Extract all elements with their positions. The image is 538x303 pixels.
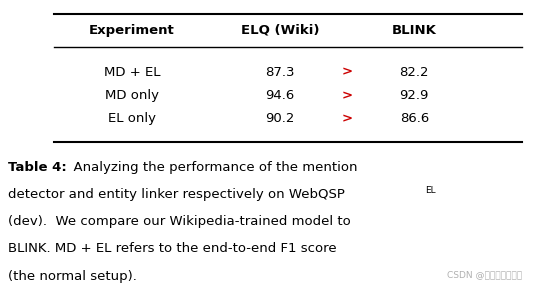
Text: EL only: EL only xyxy=(108,112,156,125)
Text: MD only: MD only xyxy=(105,89,159,102)
Text: BLINK: BLINK xyxy=(392,24,437,37)
Text: 94.6: 94.6 xyxy=(265,89,294,102)
Text: detector and entity linker respectively on WebQSP: detector and entity linker respectively … xyxy=(8,188,345,201)
Text: 90.2: 90.2 xyxy=(265,112,294,125)
Text: (dev).  We compare our Wikipedia-trained model to: (dev). We compare our Wikipedia-trained … xyxy=(8,215,351,228)
Text: 82.2: 82.2 xyxy=(400,66,429,78)
Text: Table 4:: Table 4: xyxy=(8,161,67,174)
Text: >: > xyxy=(342,89,352,102)
Text: 92.9: 92.9 xyxy=(400,89,429,102)
Text: Analyzing the performance of the mention: Analyzing the performance of the mention xyxy=(65,161,357,174)
Text: Experiment: Experiment xyxy=(89,24,175,37)
Text: ELQ (Wiki): ELQ (Wiki) xyxy=(240,24,319,37)
Text: 87.3: 87.3 xyxy=(265,66,294,78)
Text: MD + EL: MD + EL xyxy=(103,66,160,78)
Text: (the normal setup).: (the normal setup). xyxy=(8,270,137,283)
Text: BLINK. MD + EL refers to the end-to-end F1 score: BLINK. MD + EL refers to the end-to-end … xyxy=(8,242,337,255)
Text: CSDN @咕叽咕叽小菜鸟: CSDN @咕叽咕叽小菜鸟 xyxy=(447,270,522,279)
Text: >: > xyxy=(342,112,352,125)
Text: 86.6: 86.6 xyxy=(400,112,429,125)
Text: EL: EL xyxy=(425,186,436,195)
Text: >: > xyxy=(342,66,352,78)
